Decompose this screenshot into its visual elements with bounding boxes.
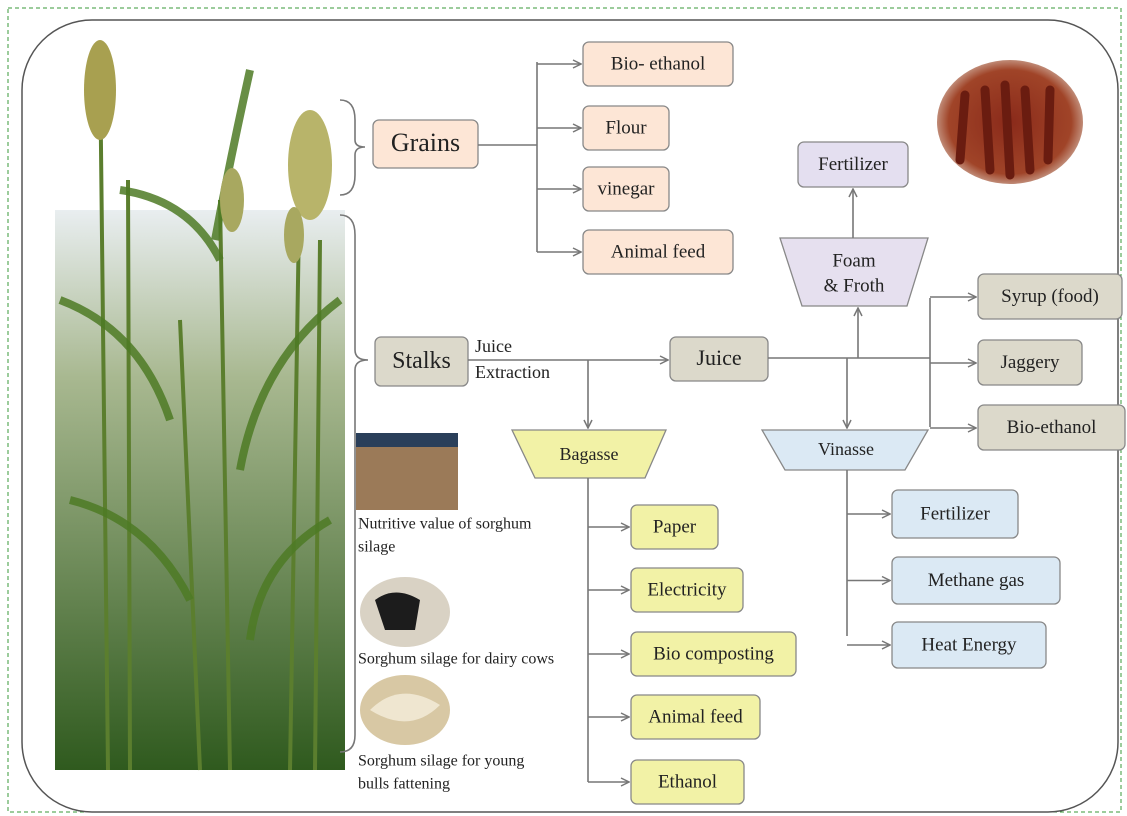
node-label: Jaggery — [1000, 352, 1060, 373]
silage-photo-cover — [356, 433, 458, 447]
node-label: & Froth — [824, 275, 885, 296]
node-label: Bio composting — [653, 643, 774, 664]
node-label: Grains — [391, 128, 460, 157]
grains-brace — [340, 100, 365, 195]
process-label: Juice — [475, 336, 512, 356]
node-label: Vinasse — [818, 439, 874, 459]
node-label: Methane gas — [928, 570, 1025, 591]
node-label: Stalks — [392, 348, 451, 374]
node-label: Animal feed — [611, 241, 706, 262]
node-label: Ethanol — [658, 771, 717, 792]
node-label: vinegar — [598, 178, 656, 199]
node-label: Bio- ethanol — [611, 53, 705, 74]
grain-photo — [937, 60, 1083, 184]
photo-caption: Nutritive value of sorghum — [358, 516, 532, 533]
node-label: Fertilizer — [818, 154, 888, 175]
plant-photo — [55, 40, 345, 770]
node-label: Bio-ethanol — [1007, 417, 1097, 438]
node-label: Heat Energy — [921, 634, 1017, 655]
process-label: Extraction — [475, 362, 550, 382]
node-label: Fertilizer — [920, 503, 990, 524]
diagram: Grains Bio- ethanol Flour vinegar Animal fee… — [0, 0, 1127, 816]
node-label: Electricity — [647, 579, 727, 600]
node-label: Flour — [605, 117, 647, 138]
node-label: Juice — [696, 345, 741, 370]
node-label: Paper — [653, 516, 697, 537]
node-label: Bagasse — [560, 444, 619, 464]
photo-caption: Sorghum silage for dairy cows — [358, 651, 554, 668]
photo-caption: silage — [358, 539, 395, 556]
node-label: Syrup (food) — [1001, 286, 1099, 307]
node-label: Foam — [832, 250, 876, 271]
node-label: Animal feed — [648, 706, 743, 727]
photo-caption: bulls fattening — [358, 776, 450, 793]
photo-caption: Sorghum silage for young — [358, 753, 524, 770]
